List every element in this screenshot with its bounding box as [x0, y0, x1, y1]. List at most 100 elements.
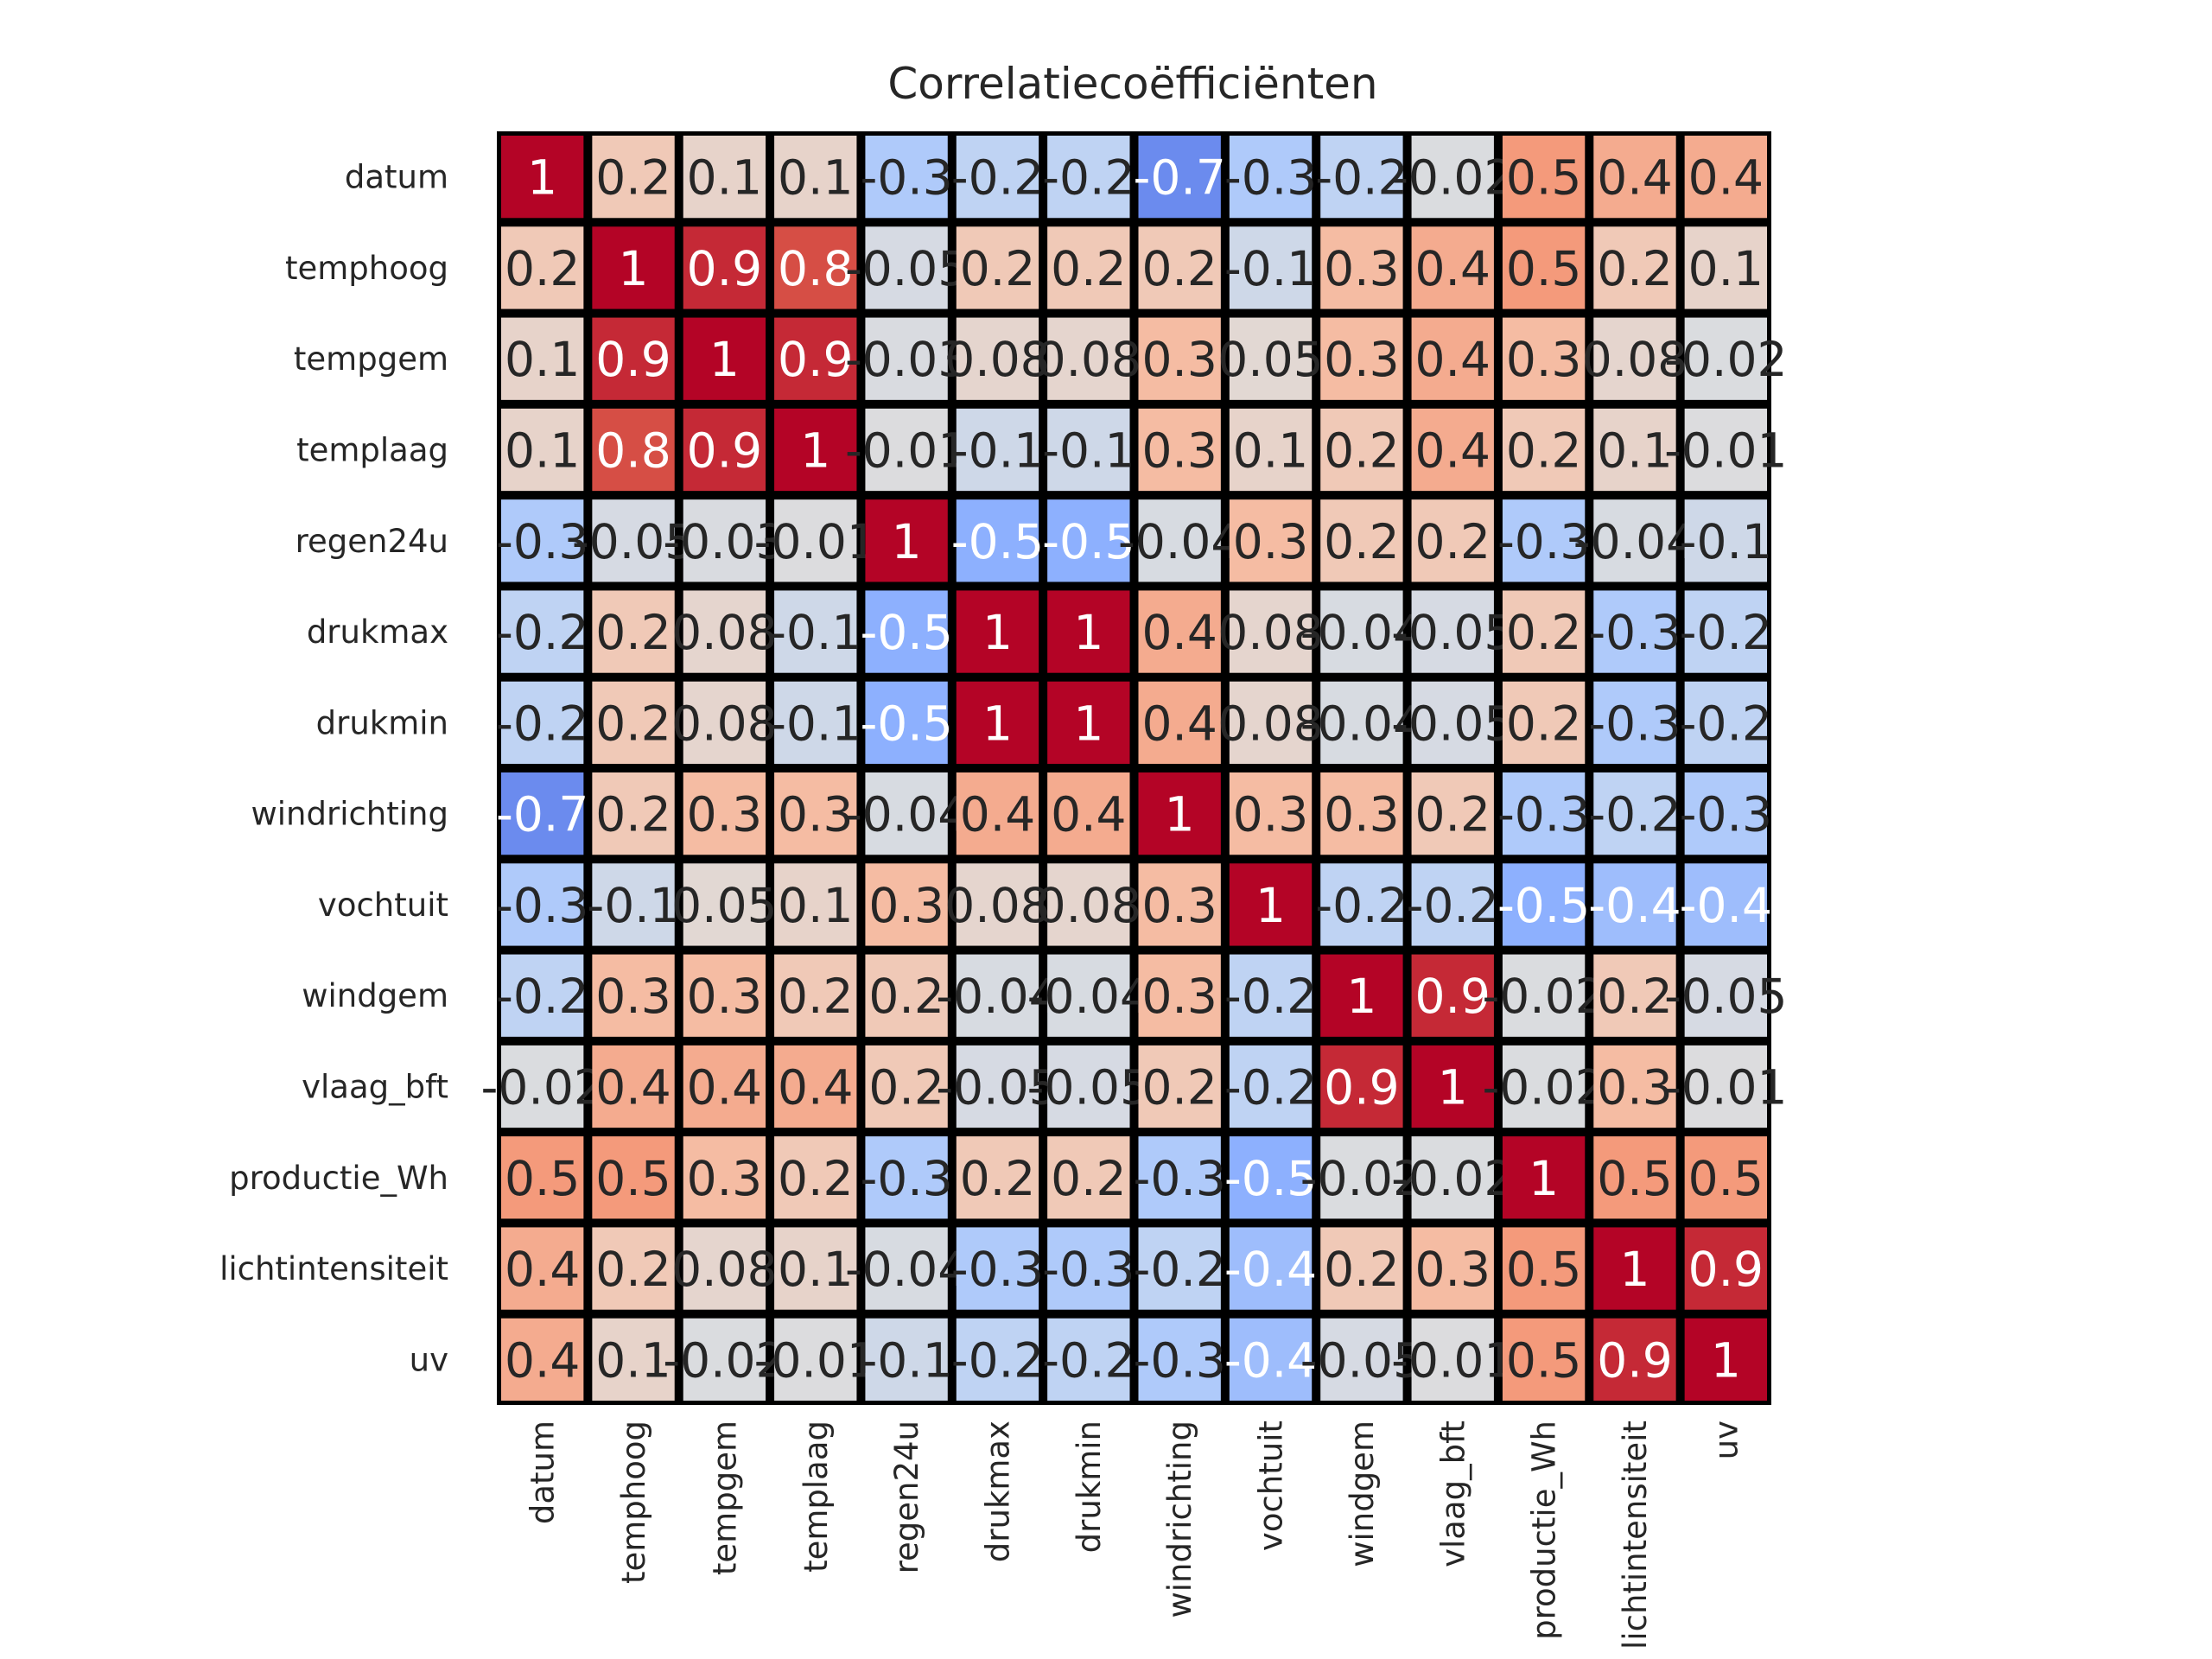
- cell-value-label: -0.02: [1300, 1151, 1423, 1206]
- cell-value-label: 0.5: [1506, 1242, 1581, 1297]
- heatmap-cell: [1593, 681, 1676, 764]
- cell-value-label: 0.4: [1141, 696, 1217, 751]
- cell-value-label: 0.5: [1506, 1332, 1581, 1388]
- cell-value-label: 0.05: [671, 878, 777, 933]
- heatmap-cell: [1684, 1227, 1767, 1310]
- column-tick-label: temphoog: [615, 1421, 652, 1584]
- cell-value-label: -0.04: [1300, 696, 1423, 751]
- cell-value-label: 0.4: [1415, 423, 1491, 479]
- cell-value-label: -0.2: [1224, 1060, 1317, 1116]
- heatmap-cell: [1593, 408, 1676, 492]
- heatmap-cell: [865, 954, 948, 1037]
- heatmap-cell: [501, 1045, 584, 1128]
- cell-value-label: 0.4: [505, 1242, 580, 1297]
- cell-value-label: -0.2: [496, 696, 588, 751]
- heatmap-cell: [1593, 317, 1676, 400]
- heatmap-cell: [774, 590, 857, 673]
- heatmap-cell: [865, 1318, 948, 1401]
- heatmap-cell: [956, 863, 1039, 946]
- cell-value-label: -0.01: [1391, 1332, 1514, 1388]
- column-tick-label: tempgem: [706, 1421, 743, 1575]
- column-tick-label: templaag: [798, 1421, 835, 1573]
- cell-value-label: 1: [1529, 1151, 1559, 1206]
- heatmap-cell: [1411, 681, 1494, 764]
- heatmap-cell: [1593, 226, 1676, 309]
- cell-value-label: -0.05: [845, 241, 968, 296]
- heatmap-cell: [774, 226, 857, 309]
- heatmap-cell: [956, 954, 1039, 1037]
- row-tick-label: drukmin: [316, 704, 448, 741]
- cell-value-label: -0.2: [496, 969, 588, 1024]
- heatmap-cell: [1047, 499, 1130, 582]
- heatmap-cell: [956, 1227, 1039, 1310]
- heatmap-cell: [501, 136, 584, 219]
- cell-value-label: -0.1: [1224, 241, 1317, 296]
- heatmap-cell: [1593, 1227, 1676, 1310]
- heatmap-cell: [501, 408, 584, 492]
- cell-value-label: 0.3: [1141, 332, 1217, 387]
- heatmap-cell: [683, 1045, 766, 1128]
- cell-value-label: 0.3: [1141, 969, 1217, 1024]
- cell-value-label: -0.05: [572, 514, 695, 569]
- column-tick-label: productie_Wh: [1526, 1421, 1563, 1640]
- heatmap-cell: [1684, 954, 1767, 1037]
- heatmap-cell: [956, 1318, 1039, 1401]
- heatmap-cell: [592, 954, 675, 1037]
- cell-value-label: 0.2: [505, 241, 580, 296]
- heatmap-cell: [865, 1136, 948, 1219]
- cell-value-label: 0.08: [1217, 696, 1323, 751]
- heatmap-cell: [865, 681, 948, 764]
- heatmap-cell: [1229, 681, 1313, 764]
- heatmap-cell: [501, 681, 584, 764]
- cell-value-label: 0.2: [1415, 514, 1491, 569]
- heatmap-cell: [865, 863, 948, 946]
- heatmap-cell: [1138, 772, 1221, 855]
- heatmap-cell: [1138, 499, 1221, 582]
- heatmap-cell: [1229, 1227, 1313, 1310]
- heatmap-cell: [1684, 499, 1767, 582]
- cell-value-label: -0.5: [1042, 514, 1135, 569]
- heatmap-cell: [865, 1045, 948, 1128]
- cell-value-label: 1: [1346, 969, 1376, 1024]
- heatmap-cell: [683, 317, 766, 400]
- cell-value-label: 0.5: [505, 1151, 580, 1206]
- cell-value-label: 0.2: [960, 241, 1035, 296]
- heatmap-cell: [592, 136, 675, 219]
- heatmap-cell: [1320, 408, 1403, 492]
- heatmap-cell: [1593, 590, 1676, 673]
- row-tick-label: drukmax: [307, 613, 448, 651]
- heatmap-cell: [1229, 954, 1313, 1037]
- heatmap-cell: [1411, 1045, 1494, 1128]
- heatmap-cell: [1593, 954, 1676, 1037]
- heatmap-cell: [774, 1136, 857, 1219]
- cell-value-label: 0.3: [687, 1151, 762, 1206]
- heatmap-cell: [1684, 1136, 1767, 1219]
- cell-value-label: 0.08: [671, 605, 777, 660]
- cell-value-label: 0.2: [595, 150, 671, 206]
- cell-value-label: 0.2: [1415, 787, 1491, 842]
- cell-value-label: -0.01: [1664, 1060, 1787, 1116]
- heatmap-cell: [1138, 590, 1221, 673]
- heatmap-cell: [1229, 863, 1313, 946]
- heatmap-cell: [501, 1318, 584, 1401]
- cell-value-label: 1: [982, 605, 1013, 660]
- heatmap-cell: [1047, 136, 1130, 219]
- cell-value-label: 0.2: [868, 1060, 944, 1116]
- cell-value-label: 1: [1619, 1242, 1649, 1297]
- cell-value-label: -0.2: [1134, 1242, 1226, 1297]
- cell-value-label: -0.3: [496, 514, 588, 569]
- cell-value-label: 1: [1438, 1060, 1468, 1116]
- heatmap-cell: [1229, 136, 1313, 219]
- heatmap-cell: [1138, 1318, 1221, 1401]
- cell-value-label: 0.1: [595, 1332, 671, 1388]
- column-tick-label: drukmax: [979, 1421, 1016, 1562]
- heatmap-cell: [1593, 1045, 1676, 1128]
- column-tick-label: regen24u: [888, 1421, 925, 1573]
- heatmap-cell: [956, 499, 1039, 582]
- heatmap-cell: [865, 772, 948, 855]
- cell-value-label: -0.05: [1664, 969, 1787, 1024]
- cell-value-label: 0.2: [868, 969, 944, 1024]
- cell-value-label: -0.3: [860, 150, 952, 206]
- cell-value-label: 0.08: [1217, 605, 1323, 660]
- cell-value-label: -0.3: [1680, 787, 1772, 842]
